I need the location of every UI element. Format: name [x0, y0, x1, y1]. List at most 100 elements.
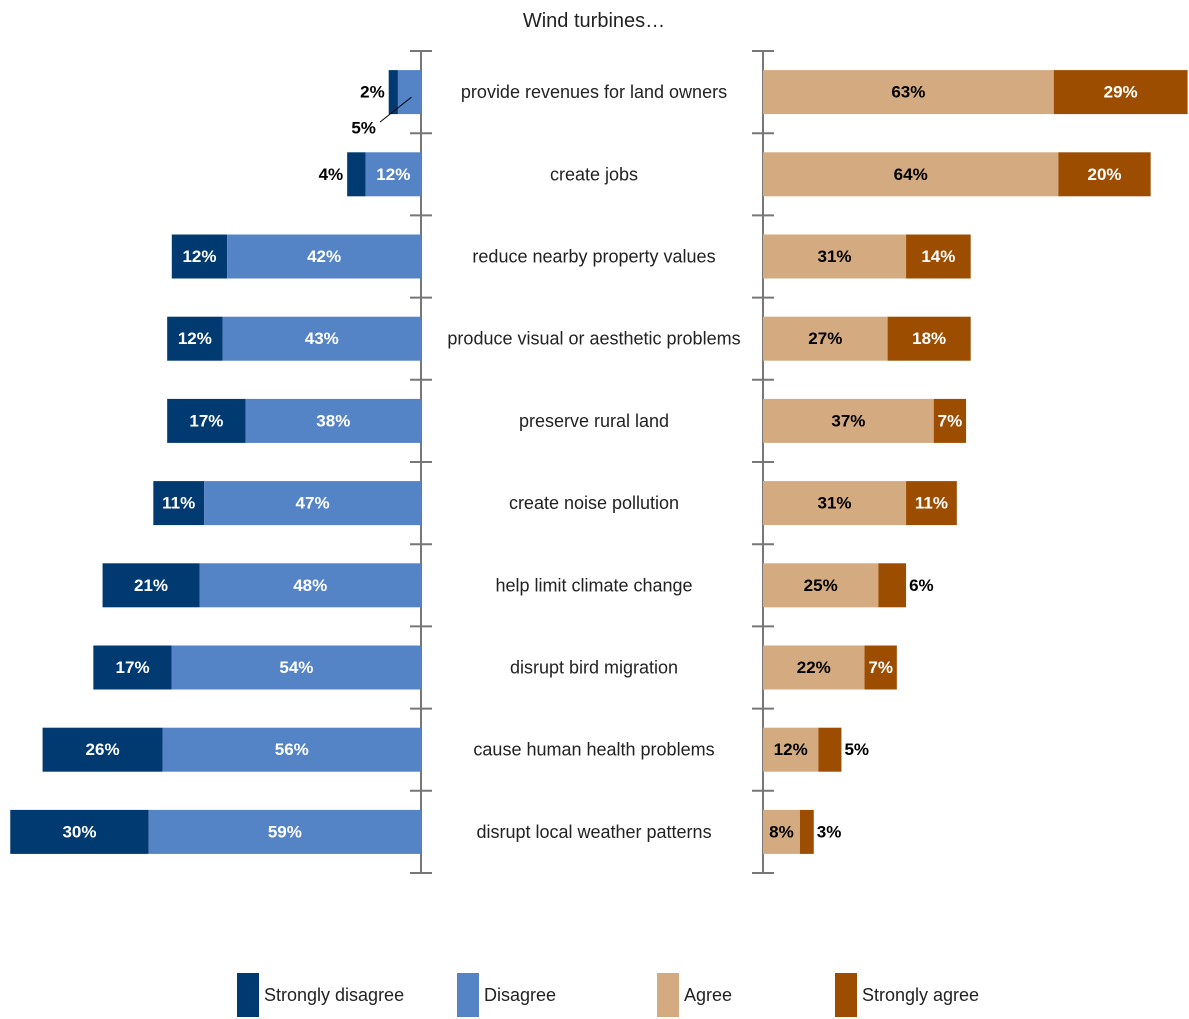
label-strongly-agree: 3%	[817, 822, 842, 841]
bar-strongly-agree	[878, 563, 907, 608]
bar-strongly-disagree	[42, 727, 163, 772]
bar-agree	[763, 70, 1054, 115]
bar-strongly-agree	[1058, 152, 1151, 197]
bar-strongly-disagree	[153, 481, 205, 526]
label-disagree: 56%	[275, 740, 309, 759]
bar-disagree	[245, 398, 421, 443]
bar-strongly-agree	[906, 234, 971, 279]
bar-strongly-disagree	[171, 234, 228, 279]
bar-agree	[763, 727, 819, 772]
bar-disagree	[148, 809, 421, 854]
bar-strongly-agree	[933, 398, 967, 443]
bar-strongly-disagree	[347, 152, 366, 197]
label-strongly-agree: 20%	[1087, 165, 1121, 184]
bar-agree	[763, 645, 865, 690]
category-label: provide revenues for land owners	[461, 82, 727, 102]
label-agree: 22%	[797, 658, 831, 677]
legend-swatch	[657, 973, 679, 1017]
bar-agree	[763, 398, 934, 443]
bar-strongly-disagree	[167, 316, 223, 361]
category-label: preserve rural land	[519, 411, 669, 431]
label-agree: 31%	[818, 247, 852, 266]
bar-strongly-disagree	[167, 398, 246, 443]
bar-agree	[763, 316, 888, 361]
chart-title: Wind turbines…	[523, 10, 665, 32]
category-label: create jobs	[550, 164, 638, 184]
bar-strongly-agree	[818, 727, 842, 772]
label-strongly-agree: 6%	[909, 576, 934, 595]
label-disagree: 43%	[305, 329, 339, 348]
label-strongly-disagree: 4%	[319, 165, 344, 184]
label-strongly-disagree: 12%	[182, 247, 216, 266]
bar-agree	[763, 152, 1059, 197]
category-label: reduce nearby property values	[472, 247, 715, 267]
label-strongly-agree: 7%	[868, 658, 893, 677]
legend-label: Disagree	[484, 985, 556, 1005]
legend-label: Agree	[684, 985, 732, 1005]
label-strongly-disagree: 30%	[62, 822, 96, 841]
legend-swatch	[835, 973, 857, 1017]
bar-strongly-agree	[887, 316, 971, 361]
legend-swatch	[237, 973, 259, 1017]
category-label: create noise pollution	[509, 493, 679, 513]
category-label: help limit climate change	[495, 575, 692, 595]
bar-disagree	[222, 316, 421, 361]
label-disagree: 12%	[376, 165, 410, 184]
label-disagree: 47%	[296, 494, 330, 513]
bar-disagree	[204, 481, 421, 526]
category-label: cause human health problems	[473, 740, 714, 760]
label-strongly-agree: 29%	[1104, 83, 1138, 102]
label-disagree: 59%	[268, 822, 302, 841]
label-agree: 8%	[769, 822, 794, 841]
bar-strongly-disagree	[10, 809, 149, 854]
label-strongly-agree: 18%	[912, 329, 946, 348]
label-strongly-disagree: 26%	[86, 740, 120, 759]
bar-disagree	[227, 234, 421, 279]
label-disagree: 48%	[293, 576, 327, 595]
label-strongly-agree: 5%	[844, 740, 869, 759]
bar-disagree	[162, 727, 421, 772]
bar-strongly-agree	[799, 809, 814, 854]
label-disagree: 5%	[351, 119, 376, 138]
label-strongly-disagree: 2%	[360, 83, 385, 102]
label-disagree: 54%	[279, 658, 313, 677]
label-disagree: 42%	[307, 247, 341, 266]
bar-strongly-agree	[1053, 70, 1188, 115]
label-strongly-disagree: 21%	[134, 576, 168, 595]
bar-agree	[763, 563, 879, 608]
label-agree: 37%	[831, 411, 865, 430]
bar-disagree	[199, 563, 421, 608]
label-agree: 12%	[774, 740, 808, 759]
label-agree: 63%	[891, 83, 925, 102]
label-agree: 25%	[804, 576, 838, 595]
legend-label: Strongly agree	[862, 985, 979, 1005]
label-agree: 27%	[808, 329, 842, 348]
label-strongly-agree: 7%	[938, 411, 963, 430]
bar-strongly-disagree	[388, 70, 398, 115]
label-strongly-agree: 11%	[915, 494, 948, 513]
bar-agree	[763, 234, 907, 279]
bar-disagree	[365, 152, 421, 197]
category-label: disrupt bird migration	[510, 658, 678, 678]
label-agree: 31%	[818, 494, 852, 513]
bar-strongly-agree	[864, 645, 897, 690]
category-label: disrupt local weather patterns	[476, 822, 711, 842]
legend-label: Strongly disagree	[264, 985, 404, 1005]
bar-disagree	[171, 645, 421, 690]
bar-disagree	[397, 70, 421, 115]
label-strongly-agree: 14%	[921, 247, 955, 266]
label-agree: 64%	[894, 165, 928, 184]
leader-line	[379, 96, 412, 123]
bar-strongly-disagree	[102, 563, 200, 608]
label-strongly-disagree: 12%	[178, 329, 212, 348]
label-strongly-disagree: 17%	[189, 411, 223, 430]
category-label: produce visual or aesthetic problems	[447, 329, 740, 349]
label-disagree: 38%	[316, 411, 350, 430]
bar-strongly-agree	[906, 481, 957, 526]
bar-agree	[763, 809, 800, 854]
legend-swatch	[457, 973, 479, 1017]
label-strongly-disagree: 11%	[162, 494, 195, 513]
bar-agree	[763, 481, 907, 526]
bar-strongly-disagree	[93, 645, 172, 690]
